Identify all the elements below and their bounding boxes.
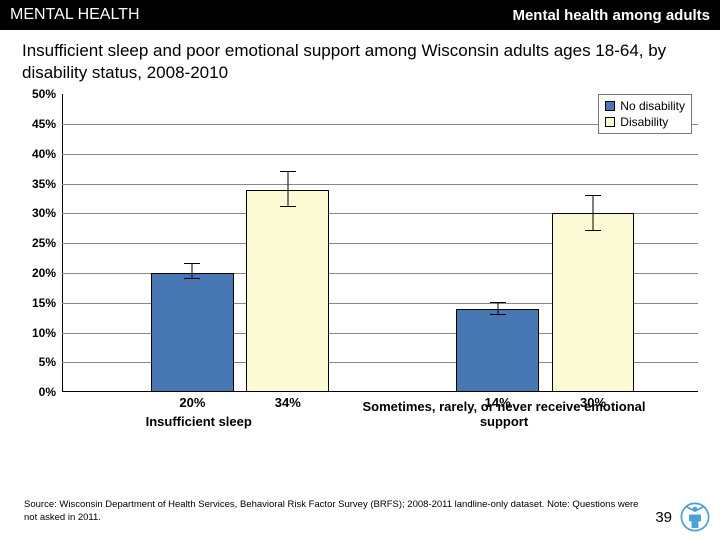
legend-swatch	[605, 101, 615, 111]
header-topic: Mental health among adults	[512, 7, 710, 24]
error-cap	[585, 195, 601, 196]
y-tick-label: 45%	[32, 117, 56, 131]
legend-item: No disability	[605, 98, 685, 114]
y-tick-label: 20%	[32, 266, 56, 280]
bar	[456, 309, 539, 392]
logo-icon	[678, 500, 712, 534]
error-cap	[585, 230, 601, 231]
error-bar	[287, 172, 288, 208]
legend-item: Disability	[605, 114, 685, 130]
plot-area: 20%34%Insufficient sleep14%30%Sometimes,…	[62, 94, 698, 392]
y-tick-label: 40%	[32, 147, 56, 161]
y-tick-label: 0%	[39, 385, 56, 399]
header-category: MENTAL HEALTH	[10, 6, 140, 24]
y-tick-label: 15%	[32, 296, 56, 310]
error-cap	[184, 263, 200, 264]
error-cap	[490, 314, 506, 315]
category-label: Insufficient sleep	[109, 415, 289, 430]
legend-label: Disability	[620, 115, 668, 129]
y-axis: 0%5%10%15%20%25%30%35%40%45%50%	[18, 94, 60, 392]
y-tick-label: 35%	[32, 177, 56, 191]
error-bar	[593, 196, 594, 232]
chart-title: Insufficient sleep and poor emotional su…	[0, 30, 720, 90]
y-tick-label: 10%	[32, 326, 56, 340]
y-tick-label: 5%	[39, 355, 56, 369]
bar	[552, 213, 635, 392]
data-label: 34%	[275, 395, 301, 410]
category-label: Sometimes, rarely, or never receive emot…	[349, 400, 659, 430]
legend: No disability Disability	[598, 94, 692, 134]
legend-label: No disability	[620, 99, 685, 113]
chart: 0%5%10%15%20%25%30%35%40%45%50% 20%34%In…	[18, 94, 702, 432]
bar	[151, 273, 234, 392]
source-note: Source: Wisconsin Department of Health S…	[24, 499, 640, 524]
data-label: 20%	[179, 395, 205, 410]
gridline	[62, 154, 698, 155]
error-cap	[490, 302, 506, 303]
error-cap	[280, 206, 296, 207]
error-cap	[280, 171, 296, 172]
header: MENTAL HEALTH Mental health among adults	[0, 0, 720, 30]
y-tick-label: 30%	[32, 206, 56, 220]
y-tick-label: 25%	[32, 236, 56, 250]
gridline	[62, 184, 698, 185]
legend-swatch	[605, 117, 615, 127]
error-bar	[192, 264, 193, 279]
y-tick-label: 50%	[32, 87, 56, 101]
bar	[246, 190, 329, 393]
page-number: 39	[655, 509, 672, 526]
error-cap	[184, 278, 200, 279]
